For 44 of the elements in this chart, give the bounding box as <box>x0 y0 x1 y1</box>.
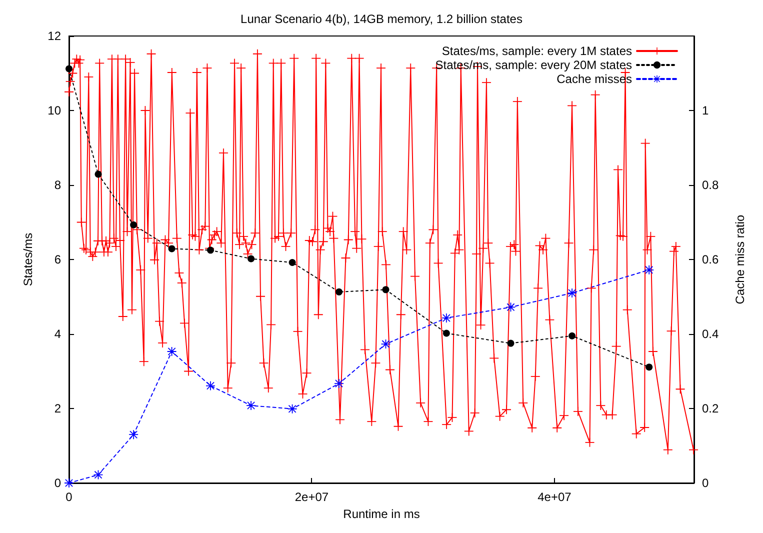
y2-tick-label: 0.4 <box>702 327 720 341</box>
y-tick-label: 8 <box>54 178 62 192</box>
y2-tick-label: 0.8 <box>702 178 720 192</box>
y2-tick-label: 0.2 <box>702 402 720 416</box>
point <box>507 340 514 347</box>
point <box>129 430 138 440</box>
point <box>336 288 343 296</box>
point <box>382 286 390 294</box>
x-tick-label: 0 <box>66 490 73 504</box>
point <box>288 258 296 266</box>
point <box>568 332 576 340</box>
point <box>442 313 451 322</box>
x-axis-title: Runtime in ms <box>343 507 420 521</box>
point <box>246 401 256 410</box>
y-tick-label: 6 <box>54 252 62 266</box>
y-axis-title: States/ms <box>21 232 35 286</box>
point <box>66 65 72 72</box>
y2-tick-label: 1 <box>702 104 709 118</box>
point <box>646 364 653 371</box>
y-tick-label: 12 <box>48 29 62 43</box>
y-tick-label: 2 <box>54 402 62 416</box>
point <box>644 265 654 274</box>
point <box>568 288 577 298</box>
y2-tick-label: 0.6 <box>702 252 720 266</box>
legend-label: States/ms, sample: every 1M states <box>442 44 632 58</box>
point <box>288 404 297 414</box>
point <box>207 246 214 254</box>
point <box>94 470 103 480</box>
point <box>442 330 450 337</box>
point <box>506 302 516 312</box>
point <box>334 379 344 388</box>
point <box>94 170 102 178</box>
point <box>64 478 74 488</box>
y-tick-label: 0 <box>54 476 62 490</box>
y2-tick-label: 0 <box>702 476 709 490</box>
y-tick-label: 4 <box>54 327 62 341</box>
point <box>168 245 176 252</box>
x-tick-label: 2e+07 <box>294 490 329 504</box>
point <box>248 255 255 262</box>
x-tick-label: 4e+07 <box>538 490 572 504</box>
y-tick-label: 10 <box>48 104 62 118</box>
y2-axis-title: Cache miss ratio <box>733 214 747 304</box>
chart-title: Lunar Scenario 4(b), 14GB memory, 1.2 billion states <box>240 12 522 26</box>
point <box>130 221 138 228</box>
